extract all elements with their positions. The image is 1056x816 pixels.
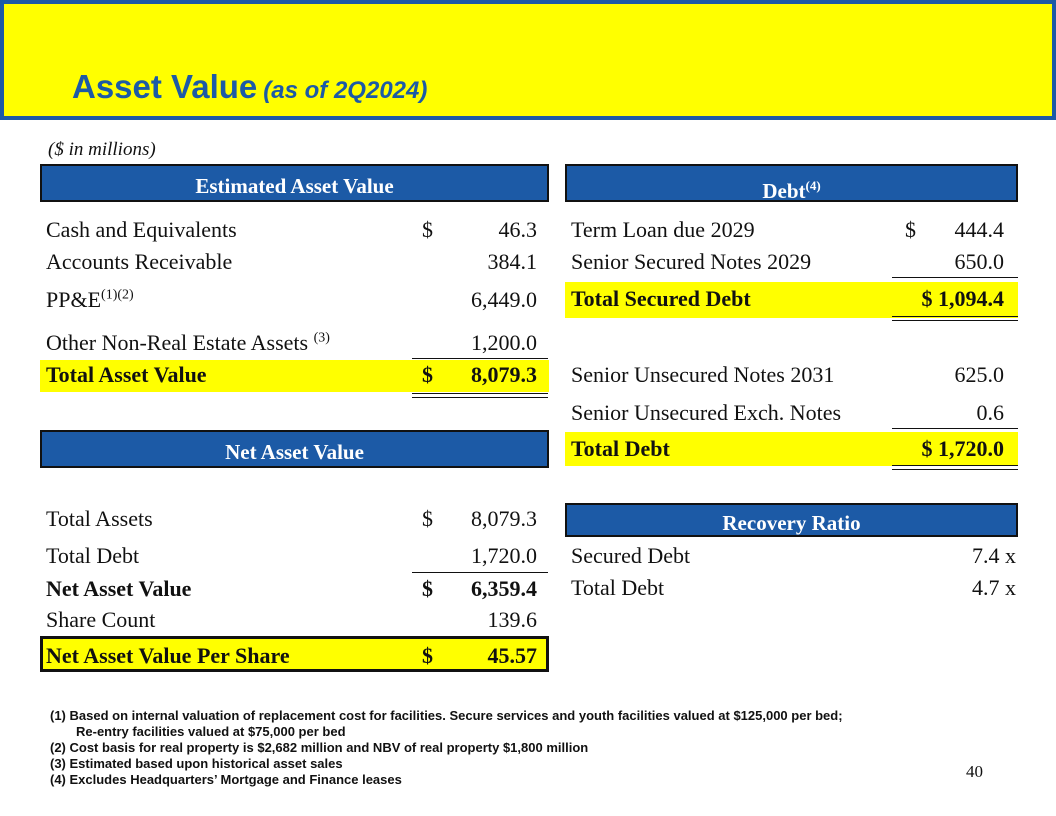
asset-row-receivables: Accounts Receivable 384.1 <box>40 249 549 279</box>
footnote-2: (2) Cost basis for real property is $2,6… <box>50 740 589 755</box>
debt-row-unsecured-2031: Senior Unsecured Notes 2031 625.0 <box>565 362 1018 392</box>
debt-table-header: Debt(4) <box>565 164 1018 203</box>
nav-row-share-count: Share Count 139.6 <box>40 607 549 637</box>
row-label: Total Debt <box>46 543 140 568</box>
footnotes: (1) Based on internal valuation of repla… <box>50 708 843 788</box>
asset-row-ppe: PP&E(1)(2) 6,449.0 <box>40 287 549 317</box>
row-currency: $ <box>905 217 916 242</box>
asset-row-other: Other Non-Real Estate Assets (3) 1,200.0 <box>40 330 549 360</box>
row-value: 650.0 <box>954 249 1005 274</box>
row-label: Total Debt <box>571 575 665 600</box>
recovery-table-heading: Recovery Ratio <box>722 511 861 535</box>
row-value: 1,200.0 <box>471 330 537 355</box>
debt-row-unsecured-exch: Senior Unsecured Exch. Notes 0.6 <box>565 400 1018 430</box>
row-value: 6,359.4 <box>471 576 537 601</box>
recovery-table-header: Recovery Ratio <box>565 503 1018 537</box>
footnote-ref: (4) <box>805 178 821 193</box>
row-label: Secured Debt <box>571 543 691 568</box>
row-value: 384.1 <box>487 249 538 274</box>
total-double-rule <box>892 316 1018 321</box>
row-label: Senior Unsecured Notes 2031 <box>571 362 835 387</box>
debt-table-heading: Debt <box>762 179 806 203</box>
row-value: 8,079.3 <box>471 506 537 531</box>
asset-table-heading: Estimated Asset Value <box>195 174 394 198</box>
footnote-1: (1) Based on internal valuation of repla… <box>50 708 843 723</box>
row-label-text: PP&E <box>46 287 102 312</box>
debt-row-term-loan: Term Loan due 2029 $ 444.4 <box>565 217 1018 247</box>
subtotal-rule <box>412 358 548 359</box>
row-value: $ 1,720.0 <box>921 436 1005 461</box>
row-label: Total Assets <box>46 506 153 531</box>
row-value: 0.6 <box>976 400 1005 425</box>
row-value: 8,079.3 <box>471 362 537 387</box>
debt-row-total: Total Debt $ 1,720.0 <box>565 432 1018 466</box>
row-value: 7.4 x <box>972 543 1016 568</box>
nav-row-net-asset-value: Net Asset Value $ 6,359.4 <box>40 576 549 606</box>
row-currency: $ <box>422 643 433 668</box>
subtotal-rule <box>892 277 1018 278</box>
footnote-3: (3) Estimated based upon historical asse… <box>50 756 343 771</box>
row-label: Total Secured Debt <box>571 286 751 311</box>
row-value: 46.3 <box>498 217 538 242</box>
recovery-row-secured: Secured Debt 7.4 x <box>565 543 1018 573</box>
asset-row-total: Total Asset Value $ 8,079.3 <box>40 360 549 392</box>
row-value: 1,720.0 <box>471 543 537 568</box>
row-currency: $ <box>422 576 433 601</box>
title-subtitle: (as of 2Q2024) <box>263 77 428 104</box>
row-value: 45.57 <box>487 643 538 668</box>
recovery-row-total: Total Debt 4.7 x <box>565 575 1018 605</box>
debt-row-secured-total: Total Secured Debt $ 1,094.4 <box>565 282 1018 318</box>
row-value: 625.0 <box>954 362 1005 387</box>
row-label: Net Asset Value <box>46 576 192 601</box>
row-value: 6,449.0 <box>471 287 537 312</box>
nav-table-heading: Net Asset Value <box>225 440 364 464</box>
title-text: Asset Value <box>72 68 258 105</box>
row-label: Net Asset Value Per Share <box>46 643 290 668</box>
row-value: 139.6 <box>487 607 538 632</box>
footnote-1-continued: Re-entry facilities valued at $75,000 pe… <box>76 724 346 739</box>
row-currency: $ <box>422 362 433 387</box>
row-label: Cash and Equivalents <box>46 217 237 242</box>
nav-row-total-debt: Total Debt 1,720.0 <box>40 543 549 573</box>
row-value: $ 1,094.4 <box>921 286 1005 311</box>
footnote-ref: (1)(2) <box>101 287 134 303</box>
asset-row-cash: Cash and Equivalents $ 46.3 <box>40 217 549 247</box>
row-value: 444.4 <box>954 217 1005 242</box>
subtotal-rule <box>412 572 548 573</box>
debt-row-secured-notes: Senior Secured Notes 2029 650.0 <box>565 249 1018 279</box>
nav-table-header: Net Asset Value <box>40 430 549 468</box>
row-label: Share Count <box>46 607 156 632</box>
row-label: Term Loan due 2029 <box>571 217 755 242</box>
row-label: PP&E(1)(2) <box>46 287 134 313</box>
row-label-text: Other Non-Real Estate Assets <box>46 330 309 355</box>
row-currency: $ <box>422 217 433 242</box>
row-label: Senior Secured Notes 2029 <box>571 249 812 274</box>
total-double-rule <box>412 393 548 398</box>
footnote-4: (4) Excludes Headquarters’ Mortgage and … <box>50 772 402 787</box>
row-label: Other Non-Real Estate Assets (3) <box>46 330 330 356</box>
total-double-rule <box>892 465 1018 470</box>
page-title: Asset Value (as of 2Q2024) <box>72 68 427 106</box>
row-label: Total Asset Value <box>46 362 207 387</box>
row-label: Senior Unsecured Exch. Notes <box>571 400 842 425</box>
row-label: Total Debt <box>571 436 670 461</box>
asset-table-header: Estimated Asset Value <box>40 164 549 202</box>
page-number: 40 <box>966 762 983 781</box>
nav-row-total-assets: Total Assets $ 8,079.3 <box>40 506 549 536</box>
row-value: 4.7 x <box>972 575 1016 600</box>
row-label: Accounts Receivable <box>46 249 233 274</box>
footnote-ref: (3) <box>313 330 330 346</box>
subtotal-rule <box>892 428 1018 429</box>
units-note: ($ in millions) <box>48 139 156 160</box>
row-currency: $ <box>422 506 433 531</box>
nav-per-share-box: Net Asset Value Per Share $ 45.57 <box>40 636 549 672</box>
title-banner <box>0 0 1056 120</box>
